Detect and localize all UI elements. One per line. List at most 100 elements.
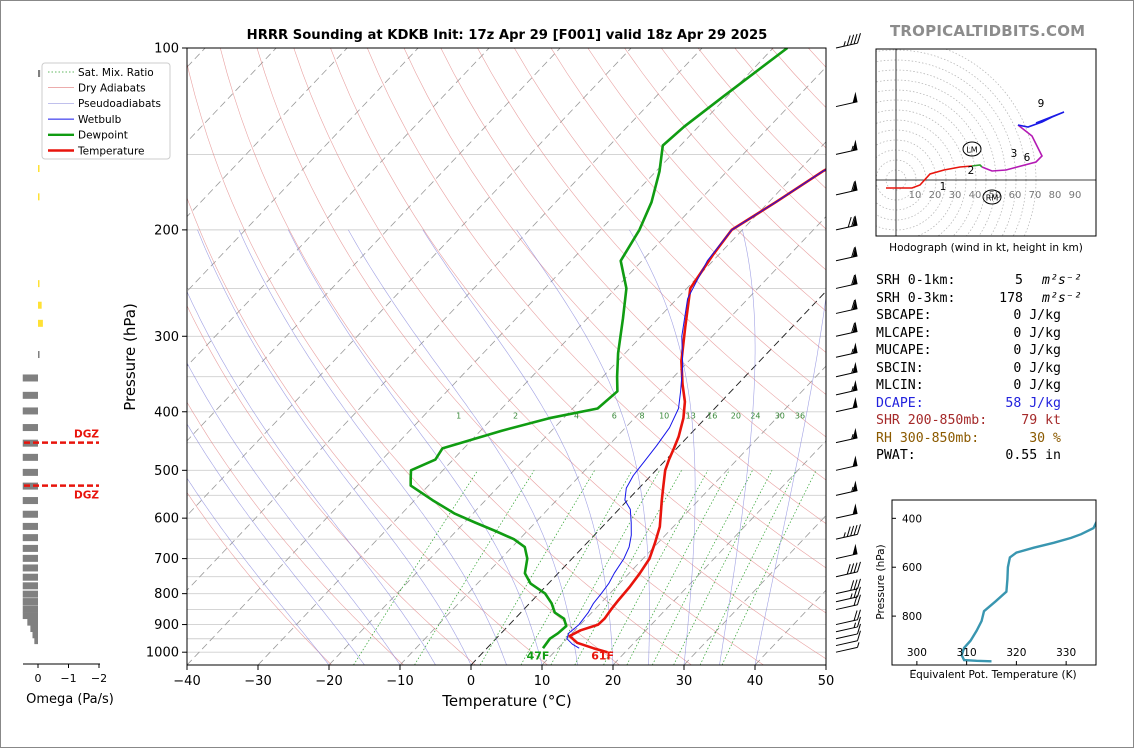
legend-label: Dewpoint xyxy=(78,130,128,142)
isotherm-line xyxy=(187,48,632,517)
barb-flag xyxy=(856,561,861,573)
stat-value: 178 xyxy=(999,290,1023,306)
mixing-ratio-label: 13 xyxy=(686,412,696,421)
omega-axis-label: Omega (Pa/s) xyxy=(26,692,114,707)
stat-label: RH 300-850mb: xyxy=(876,430,980,446)
isotherm-line xyxy=(187,48,419,292)
omega-bar xyxy=(38,280,40,288)
wind-barb xyxy=(835,139,858,155)
wind-barb xyxy=(835,215,858,231)
y-tick-label: 200 xyxy=(154,223,179,238)
barb-half-flag xyxy=(851,145,854,152)
skewt-y-axis-label: Pressure (hPa) xyxy=(121,303,139,411)
dry-adiabat xyxy=(187,492,332,665)
barb-staff xyxy=(835,626,858,633)
stat-value: 0 J/kg xyxy=(1013,325,1061,341)
x-tick-label: 20 xyxy=(605,674,622,689)
isotherm-line xyxy=(187,48,774,665)
pseudoadiabat xyxy=(719,229,756,665)
dry-adiabat xyxy=(514,48,826,395)
mixing-ratio-label: 20 xyxy=(731,412,741,421)
stat-value: 0 J/kg xyxy=(1013,360,1061,376)
wind-barbs xyxy=(835,33,861,653)
stat-row: SRH 0-1km: m²s⁻² 5 xyxy=(876,272,1091,290)
barb-staff xyxy=(835,437,858,444)
pseudoadiabat xyxy=(516,229,650,665)
wind-barb xyxy=(835,455,858,471)
omega-bar xyxy=(22,598,38,606)
dry-adiabat xyxy=(550,48,826,353)
barb-staff xyxy=(835,571,858,578)
barb-pennant xyxy=(852,180,858,192)
barb-flag xyxy=(856,616,861,628)
stat-label: SHR 200-850mb: xyxy=(876,413,988,428)
omega-bar xyxy=(22,534,38,542)
barb-staff xyxy=(835,533,858,540)
hodograph-ring-label: 60 xyxy=(1009,190,1022,201)
theta-e-x-tick-label: 310 xyxy=(957,647,977,659)
theta-e-frame xyxy=(891,499,1097,666)
height-label: 2 xyxy=(968,165,975,177)
barb-flag xyxy=(853,587,858,598)
barb-flag xyxy=(846,564,851,575)
barb-pennant xyxy=(852,91,858,103)
barb-pennant xyxy=(852,543,858,555)
wind-barb xyxy=(835,33,861,49)
stat-value: 0.55 in xyxy=(1005,448,1061,463)
x-tick-label: −30 xyxy=(244,674,271,689)
barb-flag xyxy=(856,630,861,641)
mixing-ratio-label: 8 xyxy=(640,412,645,421)
dry-adiabat xyxy=(187,196,548,665)
barb-flag xyxy=(851,322,856,333)
stat-value: 79 kt xyxy=(1021,413,1061,428)
wind-barb xyxy=(835,91,858,108)
barb-staff xyxy=(835,596,858,603)
hodograph-ring-label: 50 xyxy=(989,190,1002,201)
wind-barb xyxy=(835,503,858,519)
barb-pennant xyxy=(852,215,858,227)
wind-barb xyxy=(835,586,861,603)
barb-staff xyxy=(835,633,858,640)
dry-adiabat xyxy=(587,48,826,312)
barb-flag xyxy=(851,299,856,311)
theta-e-y-axis-label: Pressure (hPa) xyxy=(875,544,887,619)
barb-staff xyxy=(835,255,858,262)
storm-motion-marker xyxy=(962,141,982,157)
barb-flag xyxy=(846,35,851,46)
omega-bar xyxy=(38,351,40,359)
wind-barb xyxy=(835,594,861,611)
wind-barb xyxy=(835,543,858,560)
omega-bar xyxy=(22,391,38,399)
omega-bars xyxy=(22,70,43,645)
skewt-y-ticks: 100 200 300 400 500 600 700 800 900 1000 xyxy=(146,42,187,661)
hodograph-segment xyxy=(981,124,1043,172)
omega-tick-label: −1 xyxy=(60,672,76,685)
wind-barb xyxy=(835,609,861,626)
barb-flag xyxy=(850,563,855,574)
barb-pennant xyxy=(852,480,858,492)
stat-label: SBCAPE: xyxy=(876,308,932,323)
storm-motion-label: LM xyxy=(966,146,977,155)
barb-pennant xyxy=(852,427,858,439)
barb-flag xyxy=(851,181,856,192)
wind-barb xyxy=(835,630,861,647)
hodograph-ring-label: 90 xyxy=(1069,190,1082,201)
omega-bar xyxy=(22,605,38,613)
stat-value: 0 J/kg xyxy=(1013,308,1061,323)
stat-row: SHR 200-850mb: 79 kt xyxy=(876,412,1091,430)
dry-adiabat xyxy=(187,62,620,665)
barb-pennant xyxy=(852,298,858,310)
y-tick-label: 400 xyxy=(154,405,179,420)
barb-half-flag xyxy=(853,622,857,628)
storm-motion-marker xyxy=(982,189,1002,205)
stat-row: MLCAPE: 0 J/kg xyxy=(876,325,1091,343)
y-tick-label: 800 xyxy=(154,587,179,602)
barb-half-flag xyxy=(851,486,854,492)
height-label: 6 xyxy=(1024,152,1031,164)
stat-value: 58 J/kg xyxy=(1005,395,1061,411)
stat-row: SBCIN: 0 J/kg xyxy=(876,360,1091,378)
theta-e-x-tick-label: 300 xyxy=(907,647,927,659)
omega-bar xyxy=(22,582,38,590)
hodograph-ring-label: 40 xyxy=(969,190,982,201)
skewt-background-lines: 1 2 4 6 8 10 13 16 20 24 30 36 xyxy=(187,48,826,665)
